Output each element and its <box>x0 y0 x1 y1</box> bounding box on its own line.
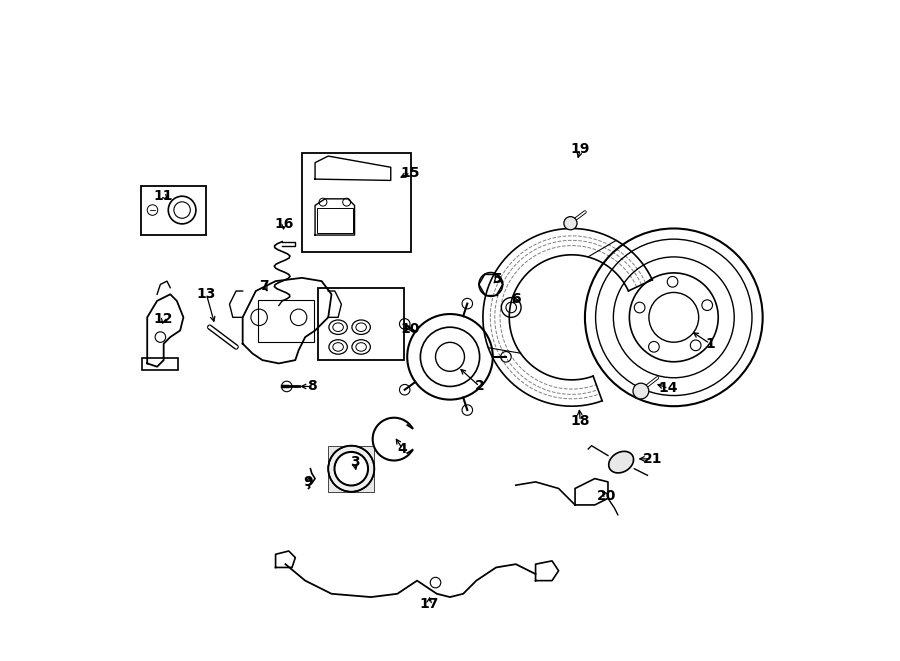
Bar <box>302 153 410 252</box>
Bar <box>317 208 353 233</box>
Text: 6: 6 <box>511 292 520 306</box>
Text: 18: 18 <box>571 414 590 428</box>
Circle shape <box>564 217 577 230</box>
Text: 12: 12 <box>154 311 174 326</box>
Bar <box>319 288 404 360</box>
Text: 5: 5 <box>492 272 502 286</box>
Text: 16: 16 <box>274 217 293 231</box>
Text: 3: 3 <box>350 455 359 469</box>
Bar <box>140 186 206 235</box>
Text: 8: 8 <box>307 379 317 393</box>
Text: 21: 21 <box>643 452 662 466</box>
Text: 11: 11 <box>154 188 174 202</box>
Bar <box>142 358 178 370</box>
Text: 1: 1 <box>705 336 715 351</box>
Text: 2: 2 <box>474 379 484 393</box>
Ellipse shape <box>608 451 634 473</box>
Text: 17: 17 <box>419 597 438 611</box>
Text: 7: 7 <box>259 279 269 293</box>
Text: 4: 4 <box>398 442 408 456</box>
Bar <box>328 446 374 492</box>
Text: 20: 20 <box>597 489 617 504</box>
Text: 9: 9 <box>303 475 313 489</box>
Text: 15: 15 <box>400 165 420 180</box>
Text: 19: 19 <box>571 143 590 157</box>
Text: 13: 13 <box>197 288 216 301</box>
Ellipse shape <box>334 451 368 486</box>
Text: 10: 10 <box>400 322 420 336</box>
Bar <box>257 299 314 342</box>
Text: 14: 14 <box>659 381 679 395</box>
Circle shape <box>633 383 649 399</box>
Ellipse shape <box>328 446 374 492</box>
